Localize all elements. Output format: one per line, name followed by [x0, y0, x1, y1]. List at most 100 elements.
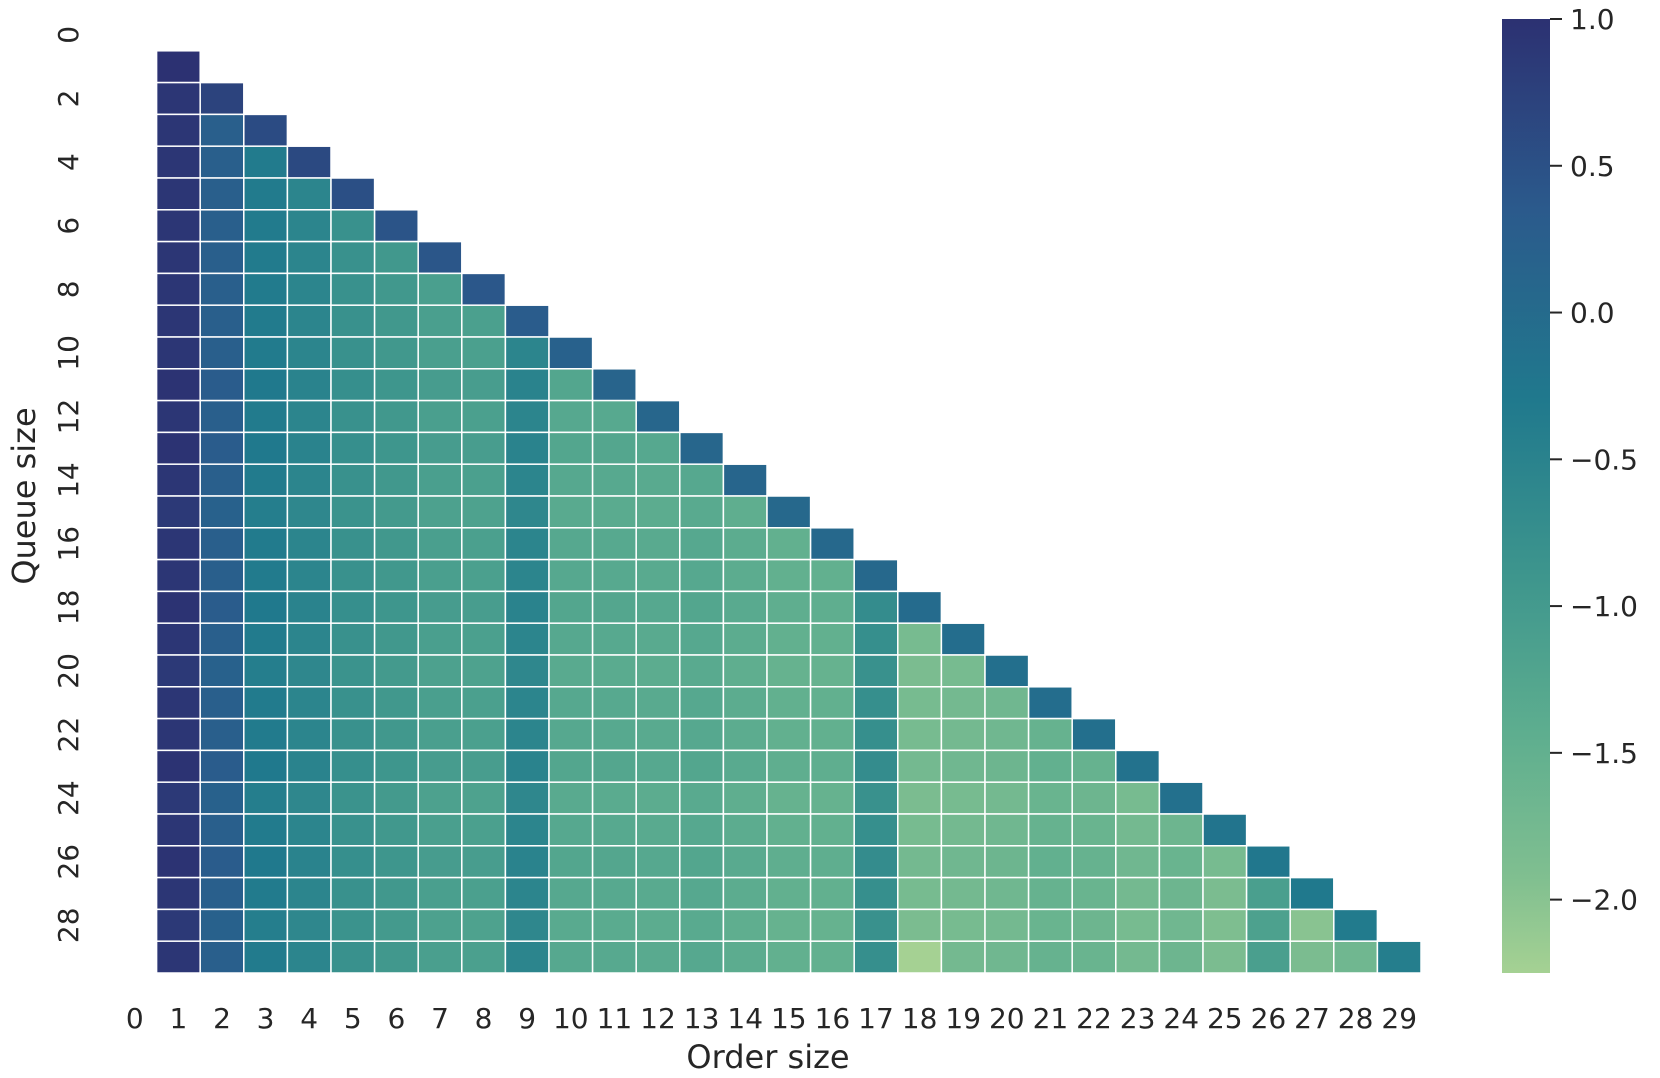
heatmap-cell [155, 717, 201, 752]
heatmap-cell [635, 717, 681, 752]
heatmap-cell [853, 558, 899, 593]
heatmap-cell [417, 622, 463, 656]
heatmap-cell [591, 940, 637, 974]
heatmap-cell [199, 813, 245, 847]
heatmap-cell [591, 686, 637, 720]
heatmap-cell [243, 368, 289, 402]
heatmap-cell [1027, 876, 1073, 911]
heatmap-cell [373, 654, 419, 688]
heatmap-cell [591, 622, 637, 656]
heatmap-cell [330, 177, 376, 211]
heatmap-cell [897, 845, 943, 879]
x-tick-label: 19 [945, 1002, 981, 1035]
heatmap-cell [155, 876, 201, 911]
y-tick-label: 14 [52, 462, 85, 498]
heatmap-cell [286, 368, 332, 402]
heatmap-cell [461, 399, 507, 434]
x-tick-label: 23 [1120, 1002, 1156, 1035]
heatmap-cell [155, 527, 201, 561]
heatmap-cell [330, 845, 376, 879]
heatmap-cell [373, 908, 419, 942]
heatmap-cell [199, 717, 245, 752]
heatmap-cell [286, 495, 332, 529]
y-tick-label: 12 [52, 399, 85, 435]
heatmap-cell [286, 463, 332, 497]
x-tick-label: 18 [902, 1002, 938, 1035]
y-tick-label: 28 [52, 907, 85, 943]
heatmap-cell [330, 368, 376, 402]
x-tick-label: 5 [344, 1002, 362, 1035]
heatmap-cell [591, 431, 637, 465]
heatmap-cell [461, 717, 507, 752]
heatmap-cell [940, 749, 986, 783]
heatmap-cell [243, 686, 289, 720]
heatmap-cell [548, 399, 594, 434]
heatmap-cell [330, 336, 376, 370]
heatmap-cell [853, 781, 899, 815]
heatmap-cell [417, 749, 463, 783]
heatmap-cell [417, 336, 463, 370]
heatmap-cell [199, 590, 245, 624]
heatmap-cell [417, 463, 463, 497]
heatmap-cell [286, 145, 332, 179]
x-axis-ticks: 0 1 2 3 4 5 6 7 8 9 10 11 12 13 14 15 16 17 18 19 20 21 22 23 24… [126, 1002, 1417, 1035]
heatmap-cell [330, 431, 376, 465]
x-tick-label: 3 [257, 1002, 275, 1035]
heatmap-cell [679, 876, 725, 911]
heatmap-cell [897, 717, 943, 752]
heatmap-cell [286, 209, 332, 243]
heatmap-cell [417, 272, 463, 306]
heatmap-cell [330, 686, 376, 720]
heatmap-cell [548, 590, 594, 624]
heatmap-cell [330, 876, 376, 911]
heatmap-cell [940, 876, 986, 911]
heatmap-cell [155, 177, 201, 211]
heatmap-cell [155, 336, 201, 370]
heatmap-cell [1115, 908, 1161, 942]
x-tick-label: 24 [1163, 1002, 1199, 1035]
heatmap-cell [853, 876, 899, 911]
heatmap-cell [635, 558, 681, 593]
heatmap-cell [286, 908, 332, 942]
heatmap-cell [722, 558, 768, 593]
heatmap-cell [722, 622, 768, 656]
heatmap-cell [155, 495, 201, 529]
heatmap-cell [155, 399, 201, 434]
heatmap-cell [243, 527, 289, 561]
heatmap-cell [897, 876, 943, 911]
heatmap-cell [722, 495, 768, 529]
heatmap-cell [417, 527, 463, 561]
heatmap-cell [897, 686, 943, 720]
heatmap-cell [548, 876, 594, 911]
heatmap-cell [591, 368, 637, 402]
heatmap-cell [417, 717, 463, 752]
heatmap-cell [286, 654, 332, 688]
heatmap-cell [286, 304, 332, 338]
heatmap-cell [155, 590, 201, 624]
heatmap-cell [286, 622, 332, 656]
heatmap-cell [504, 368, 550, 402]
heatmap-cell [766, 845, 812, 879]
heatmap-cell [548, 845, 594, 879]
heatmap-cell [1289, 876, 1335, 911]
heatmap-cell [199, 145, 245, 179]
heatmap-cell [199, 940, 245, 974]
heatmap-cell [591, 495, 637, 529]
heatmap-cell [286, 781, 332, 815]
heatmap-cell [591, 717, 637, 752]
heatmap-cell [591, 399, 637, 434]
heatmap-cell [984, 845, 1030, 879]
heatmap-cell [591, 781, 637, 815]
y-tick-label: 26 [52, 844, 85, 880]
heatmap-cell [853, 717, 899, 752]
heatmap-cell [504, 590, 550, 624]
heatmap-cell [1027, 813, 1073, 847]
heatmap-cell [591, 876, 637, 911]
heatmap-cell [155, 845, 201, 879]
heatmap-cell [1202, 940, 1248, 974]
heatmap-cell [330, 209, 376, 243]
heatmap-cell [330, 399, 376, 434]
heatmap-cell [417, 908, 463, 942]
heatmap-cell [853, 590, 899, 624]
